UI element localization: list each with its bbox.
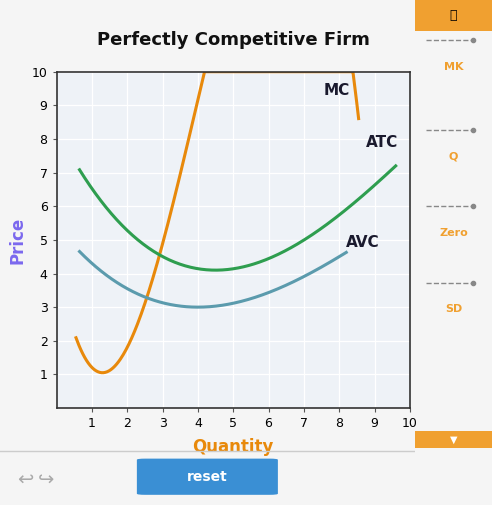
Text: ▼: ▼ (450, 434, 457, 444)
Text: ATC: ATC (366, 135, 398, 150)
Text: MK: MK (444, 62, 463, 72)
Text: SD: SD (445, 305, 462, 315)
Text: MC: MC (323, 83, 349, 98)
Text: AVC: AVC (346, 235, 380, 249)
Bar (415, 0, 492, 31)
Y-axis label: Price: Price (8, 216, 26, 264)
X-axis label: Quantity: Quantity (192, 438, 274, 457)
Text: 🔧: 🔧 (450, 9, 457, 22)
Text: reset: reset (187, 470, 228, 484)
Text: Zero: Zero (439, 228, 468, 238)
FancyBboxPatch shape (137, 459, 278, 495)
Text: Perfectly Competitive Firm: Perfectly Competitive Firm (97, 31, 369, 49)
Text: ↩: ↩ (17, 470, 33, 489)
Text: Q: Q (449, 152, 458, 162)
Text: ↪: ↪ (37, 470, 54, 489)
Bar (415, 430, 492, 448)
